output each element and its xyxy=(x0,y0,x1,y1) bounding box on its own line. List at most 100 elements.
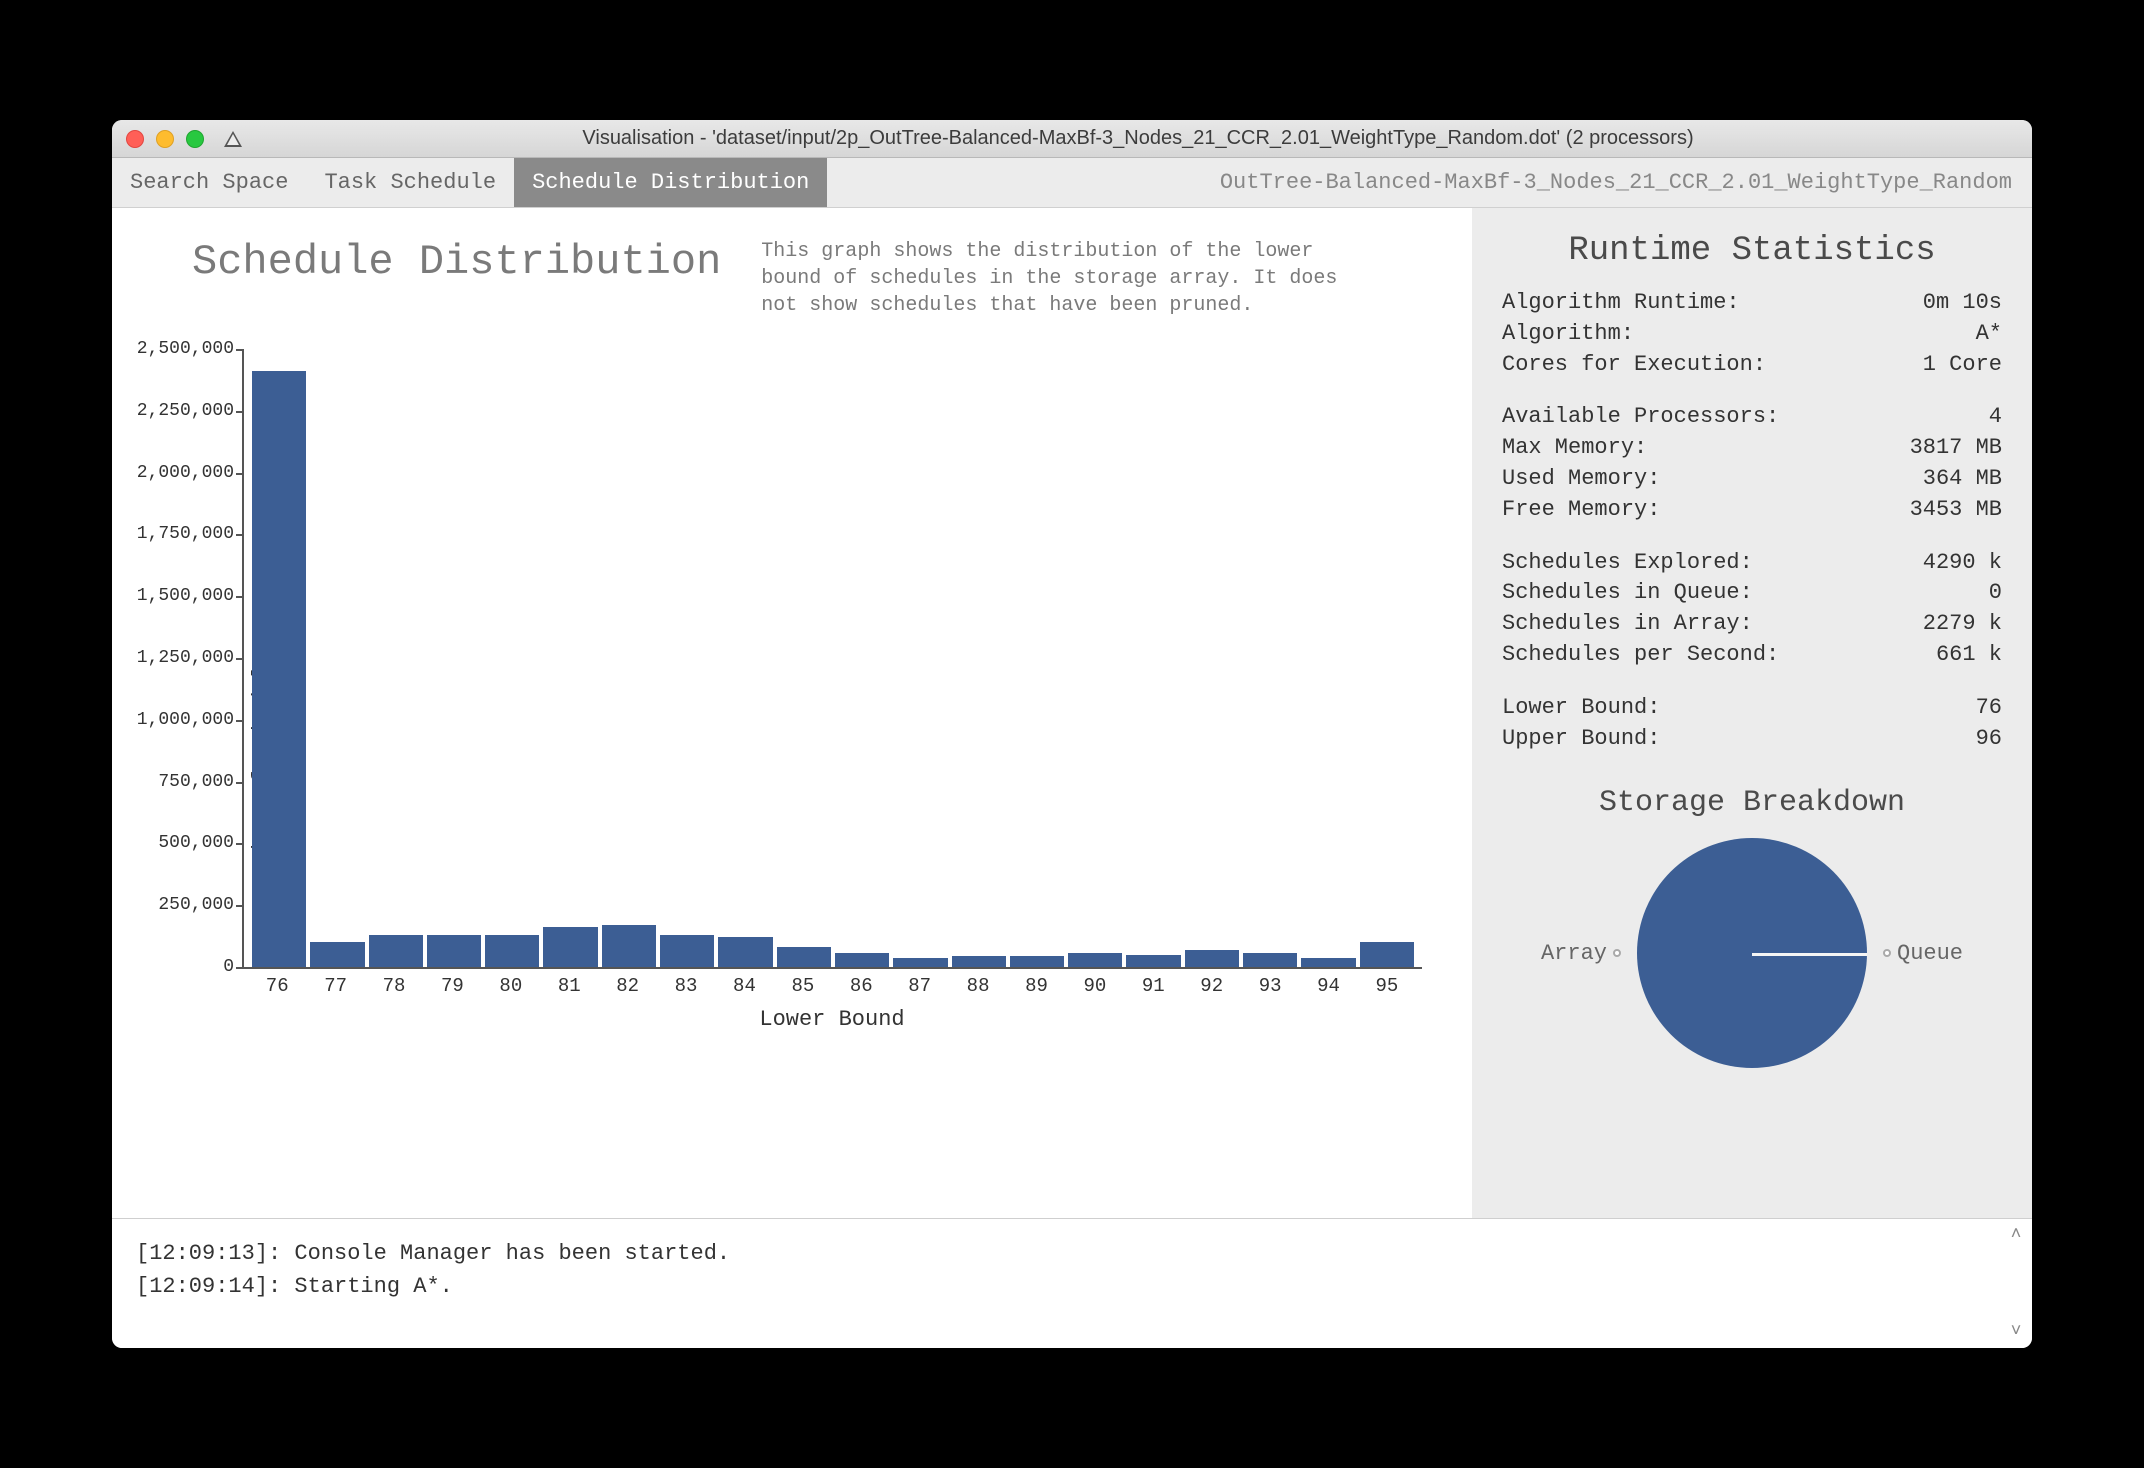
bar xyxy=(1126,955,1180,967)
stat-key: Schedules in Array: xyxy=(1502,609,1923,640)
x-tick: 79 xyxy=(425,975,479,997)
y-tick: 0 xyxy=(124,957,234,977)
stat-value: 4 xyxy=(1989,402,2002,433)
stat-value: 96 xyxy=(1976,724,2002,755)
stat-key: Available Processors: xyxy=(1502,402,1989,433)
x-tick: 85 xyxy=(776,975,830,997)
panel-header: Schedule Distribution This graph shows t… xyxy=(132,238,1452,319)
bar xyxy=(1360,942,1414,967)
scroll-down-icon[interactable]: ˅ xyxy=(2011,1322,2022,1342)
pie-label-right-text: Queue xyxy=(1897,941,1963,966)
content-area: Schedule Distribution This graph shows t… xyxy=(112,208,2032,1218)
stat-value: 364 MB xyxy=(1923,464,2002,495)
stat-value: 661 k xyxy=(1936,640,2002,671)
x-tick: 89 xyxy=(1009,975,1063,997)
main-panel: Schedule Distribution This graph shows t… xyxy=(112,208,1472,1218)
x-tick: 84 xyxy=(717,975,771,997)
tab-search-space[interactable]: Search Space xyxy=(112,158,306,207)
stat-key: Schedules in Queue: xyxy=(1502,578,1989,609)
stat-key: Max Memory: xyxy=(1502,433,1910,464)
y-tick: 1,500,000 xyxy=(124,586,234,606)
stat-line: Schedules per Second:661 k xyxy=(1502,640,2002,671)
stat-value: 0 xyxy=(1989,578,2002,609)
close-icon[interactable] xyxy=(126,130,144,148)
console-line: [12:09:14]: Starting A*. xyxy=(136,1270,2008,1303)
stat-line: Max Memory:3817 MB xyxy=(1502,433,2002,464)
x-tick: 81 xyxy=(542,975,596,997)
x-tick: 83 xyxy=(659,975,713,997)
pie-label-left: Array xyxy=(1541,941,1621,966)
bar xyxy=(1243,953,1297,967)
stat-value: 76 xyxy=(1976,693,2002,724)
stats-list: Algorithm Runtime:0m 10sAlgorithm:A*Core… xyxy=(1502,288,2002,776)
scroll-up-icon[interactable]: ˄ xyxy=(2011,1225,2022,1245)
window-title: Visualisation - 'dataset/input/2p_OutTre… xyxy=(258,127,2018,150)
minimize-icon[interactable] xyxy=(156,130,174,148)
bar xyxy=(1010,956,1064,967)
stat-value: A* xyxy=(1976,319,2002,350)
tab-task-schedule[interactable]: Task Schedule xyxy=(306,158,514,207)
pie-circle xyxy=(1637,838,1867,1068)
bar xyxy=(427,935,481,967)
bar xyxy=(660,935,714,967)
app-window: Visualisation - 'dataset/input/2p_OutTre… xyxy=(112,120,2032,1348)
x-axis-label: Lower Bound xyxy=(242,1007,1422,1032)
stat-key: Used Memory: xyxy=(1502,464,1923,495)
stats-title: Runtime Statistics xyxy=(1502,232,2002,270)
y-tick: 500,000 xyxy=(124,833,234,853)
bar xyxy=(252,371,306,967)
pie-label-right: Queue xyxy=(1883,941,1963,966)
stat-group: Algorithm Runtime:0m 10sAlgorithm:A*Core… xyxy=(1502,288,2002,380)
tabbar-spacer xyxy=(827,158,1200,207)
stat-group: Schedules Explored:4290 kSchedules in Qu… xyxy=(1502,548,2002,671)
pie-connector-dot-icon xyxy=(1613,949,1621,957)
tab-schedule-distribution[interactable]: Schedule Distribution xyxy=(514,158,827,207)
y-tick: 1,000,000 xyxy=(124,710,234,730)
x-tick: 93 xyxy=(1243,975,1297,997)
stat-key: Lower Bound: xyxy=(1502,693,1976,724)
bar xyxy=(893,958,947,967)
x-tick: 92 xyxy=(1185,975,1239,997)
stat-key: Algorithm: xyxy=(1502,319,1976,350)
bar xyxy=(1068,953,1122,967)
stat-value: 0m 10s xyxy=(1923,288,2002,319)
chart-area: Number of Schedules 0250,000500,000750,0… xyxy=(132,329,1452,1198)
bar xyxy=(952,956,1006,967)
file-label: OutTree-Balanced-MaxBf-3_Nodes_21_CCR_2.… xyxy=(1200,158,2032,207)
x-tick: 94 xyxy=(1301,975,1355,997)
stat-line: Cores for Execution:1 Core xyxy=(1502,350,2002,381)
console-panel: [12:09:13]: Console Manager has been sta… xyxy=(112,1218,2032,1348)
stat-line: Schedules in Queue:0 xyxy=(1502,578,2002,609)
bars-container xyxy=(244,349,1422,967)
x-tick: 80 xyxy=(484,975,538,997)
x-tick: 77 xyxy=(308,975,362,997)
bar xyxy=(1185,950,1239,967)
panel-description: This graph shows the distribution of the… xyxy=(761,238,1381,319)
stat-key: Algorithm Runtime: xyxy=(1502,288,1923,319)
panel-title: Schedule Distribution xyxy=(132,238,721,286)
y-tick: 1,250,000 xyxy=(124,648,234,668)
console-scrollbar[interactable]: ˄ ˅ xyxy=(2004,1225,2028,1342)
x-tick: 88 xyxy=(951,975,1005,997)
stat-key: Cores for Execution: xyxy=(1502,350,1923,381)
pie-chart: Array Queue xyxy=(1502,838,2002,1068)
pie-label-left-text: Array xyxy=(1541,941,1607,966)
stat-line: Algorithm:A* xyxy=(1502,319,2002,350)
stat-value: 3453 MB xyxy=(1910,495,2002,526)
x-tick: 76 xyxy=(250,975,304,997)
console-output: [12:09:13]: Console Manager has been sta… xyxy=(136,1237,2008,1303)
zoom-icon[interactable] xyxy=(186,130,204,148)
y-tick: 250,000 xyxy=(124,895,234,915)
stat-value: 3817 MB xyxy=(1910,433,2002,464)
console-line: [12:09:13]: Console Manager has been sta… xyxy=(136,1237,2008,1270)
bar xyxy=(1301,958,1355,967)
stat-line: Schedules Explored:4290 k xyxy=(1502,548,2002,579)
stat-line: Available Processors:4 xyxy=(1502,402,2002,433)
stat-line: Free Memory:3453 MB xyxy=(1502,495,2002,526)
stat-group: Available Processors:4Max Memory:3817 MB… xyxy=(1502,402,2002,525)
stat-key: Schedules per Second: xyxy=(1502,640,1936,671)
bar xyxy=(718,937,772,967)
stat-value: 4290 k xyxy=(1923,548,2002,579)
bar xyxy=(602,925,656,967)
bar xyxy=(485,935,539,967)
